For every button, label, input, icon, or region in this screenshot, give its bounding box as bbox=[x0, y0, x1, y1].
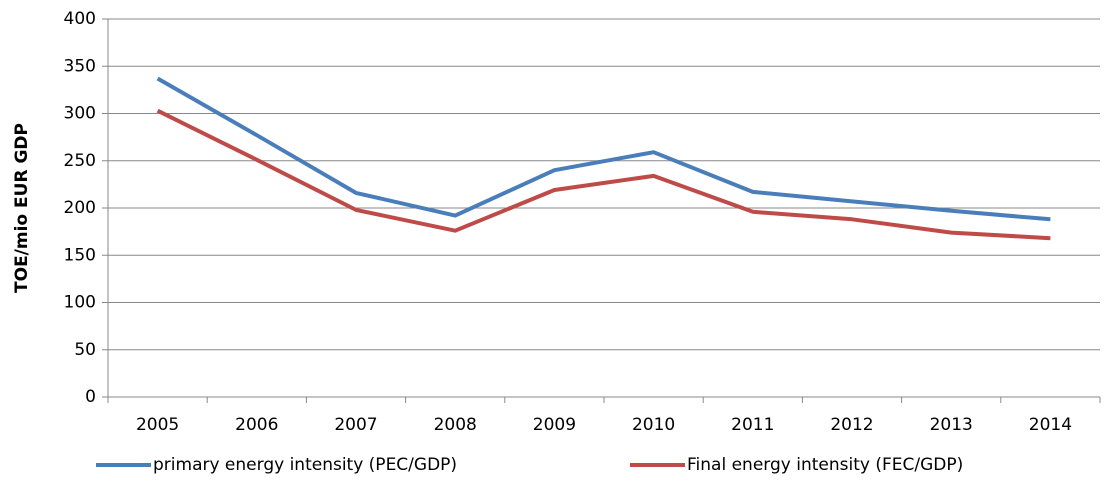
x-tick-label: 2009 bbox=[533, 415, 576, 435]
x-tick-label: 2013 bbox=[930, 415, 973, 435]
y-tick-label: 50 bbox=[74, 340, 96, 360]
legend-label: primary energy intensity (PEC/GDP) bbox=[153, 455, 457, 475]
x-tick-label: 2007 bbox=[334, 415, 377, 435]
x-tick-label: 2010 bbox=[632, 415, 675, 435]
series-line bbox=[156, 108, 1051, 241]
x-tick-label: 2011 bbox=[731, 415, 774, 435]
y-tick-label: 200 bbox=[64, 198, 96, 218]
y-axis-label: TOE/mio EUR GDP bbox=[12, 123, 32, 293]
x-tick-label: 2005 bbox=[136, 415, 179, 435]
x-tick-label: 2006 bbox=[235, 415, 278, 435]
y-tick-label: 400 bbox=[64, 9, 96, 29]
y-tick-label: 250 bbox=[64, 151, 96, 171]
legend-label: Final energy intensity (FEC/GDP) bbox=[687, 455, 963, 475]
x-tick-label: 2008 bbox=[434, 415, 477, 435]
y-tick-label: 300 bbox=[64, 104, 96, 124]
series-line bbox=[156, 76, 1051, 222]
y-tick-label: 150 bbox=[64, 245, 96, 265]
x-tick-label: 2014 bbox=[1029, 415, 1072, 435]
y-tick-label: 0 bbox=[85, 387, 96, 407]
y-tick-label: 100 bbox=[64, 293, 96, 313]
y-tick-label: 350 bbox=[64, 56, 96, 76]
x-tick-label: 2012 bbox=[830, 415, 873, 435]
